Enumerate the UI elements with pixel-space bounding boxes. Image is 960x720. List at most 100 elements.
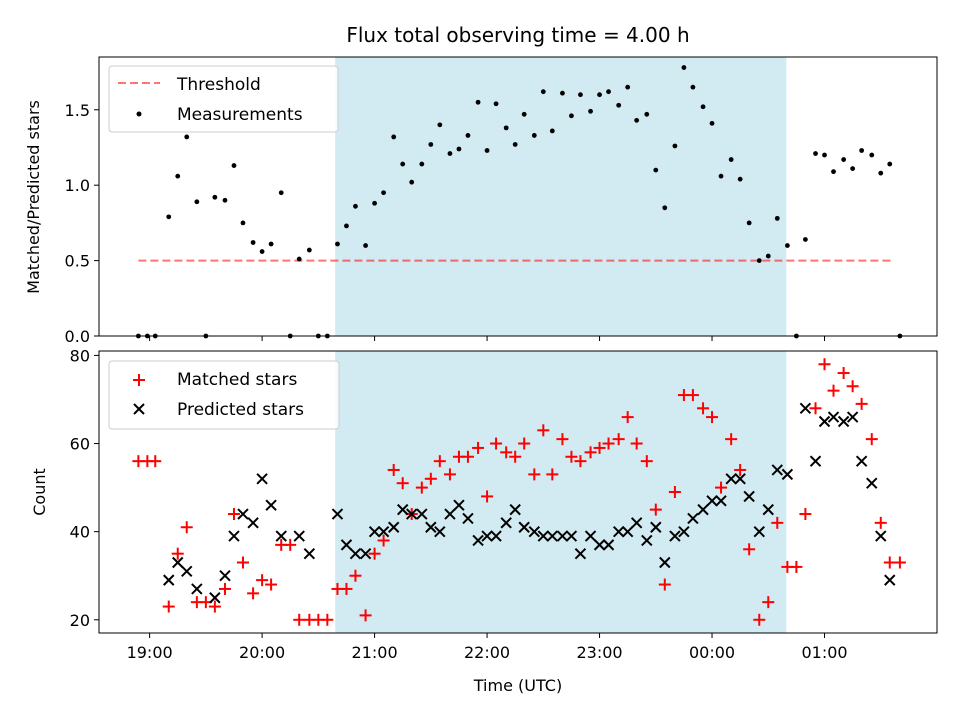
predicted-star-point: [331, 508, 344, 520]
matched-star-point: [658, 578, 671, 591]
predicted-star-point: [781, 468, 794, 481]
predicted-star-point: [846, 411, 859, 423]
x-tick-label: 22:00: [464, 643, 510, 662]
x-tick-label: 01:00: [801, 643, 847, 662]
top-y-axis-label: Matched/Predicted stars: [24, 100, 43, 294]
predicted-star-point: [866, 477, 878, 489]
matched-star-point: [149, 455, 162, 468]
predicted-star-point: [771, 464, 783, 476]
predicted-star-point: [219, 570, 231, 582]
top-x-axis: [149, 336, 826, 341]
measurement-point: [597, 92, 602, 98]
predicted-star-point: [528, 525, 541, 538]
predicted-star-point: [537, 530, 550, 542]
measurement-point: [634, 117, 640, 123]
matched-star-point: [799, 508, 812, 521]
matched-star-point: [574, 455, 587, 468]
predicted-star-point: [340, 539, 353, 551]
predicted-star-point: [500, 517, 512, 529]
matched-star-point: [649, 503, 662, 516]
matched-star-point: [686, 389, 699, 402]
matched-star-point: [725, 433, 738, 446]
measurement-point: [231, 163, 237, 168]
measurement-point: [475, 99, 481, 105]
bottom-y-axis-label: Count: [30, 468, 49, 516]
predicted-star-point: [697, 503, 709, 516]
matched-star-point: [893, 556, 906, 569]
measurement-point: [456, 146, 462, 152]
x-axis-label: Time (UTC): [473, 676, 562, 695]
matched-star-point: [837, 367, 850, 380]
matched-star-point: [818, 358, 831, 371]
predicted-star-point: [462, 512, 474, 525]
top-y-tick-label: 1.5: [65, 101, 90, 120]
measurement-point: [437, 122, 443, 128]
predicted-star-point: [762, 503, 774, 516]
matched-star-point: [697, 402, 710, 415]
measurement-point: [184, 134, 190, 140]
matched-star-point: [265, 578, 278, 591]
predicted-star-point: [237, 508, 249, 520]
measurement-point: [344, 223, 349, 229]
predicted-star-point: [303, 547, 316, 560]
measurement-point: [802, 237, 808, 242]
bottom-y-tick-label: 40: [70, 523, 90, 542]
measurement-point: [428, 142, 434, 147]
measurement-point: [560, 90, 565, 96]
bottom-y-tick-label: 80: [70, 346, 90, 365]
matched-star-point: [227, 508, 240, 521]
predicted-star-point: [349, 547, 362, 560]
legend-predicted-swatch: [133, 403, 145, 415]
measurement-points: [135, 65, 903, 339]
top-y-tick-label: 0.5: [65, 252, 90, 271]
matched-star-point: [565, 450, 578, 463]
measurement-point: [700, 104, 706, 110]
matched-star-point: [247, 587, 260, 600]
predicted-star-point: [630, 517, 643, 529]
predicted-star-point: [574, 547, 587, 560]
matched-star-point: [180, 521, 193, 534]
measurement-point: [363, 243, 368, 248]
predicted-star-point: [387, 521, 400, 533]
measurement-point: [728, 157, 734, 162]
matched-star-point: [593, 441, 606, 454]
predicted-star-point: [818, 415, 831, 428]
measurement-point: [625, 84, 631, 90]
measurement-point: [268, 241, 274, 247]
predicted-star-point: [715, 495, 727, 507]
matched-star-point: [509, 450, 522, 463]
measurement-point: [737, 176, 743, 182]
measurement-point: [887, 161, 893, 167]
predicted-star-point: [659, 556, 671, 569]
measurement-point: [493, 101, 499, 107]
measurement-point: [662, 205, 668, 211]
measurement-point: [335, 241, 340, 247]
matched-star-point: [883, 556, 896, 569]
predicted-star-point: [172, 556, 184, 569]
measurement-point: [447, 151, 453, 156]
predicted-star-point: [650, 521, 662, 533]
measurement-point: [822, 152, 827, 158]
matched-star-point: [743, 543, 756, 556]
measurement-point: [250, 240, 256, 245]
bottom-shaded-band: [335, 351, 787, 633]
bottom-axes-frame: [98, 350, 938, 634]
matched-star-point: [236, 556, 249, 569]
legend-measurements-label: Measurements: [177, 105, 303, 125]
matched-star-point: [415, 481, 428, 494]
measurement-point: [540, 89, 546, 95]
matched-star-point: [359, 609, 372, 622]
top-y-tick-label: 0.0: [65, 327, 90, 346]
measurement-point: [400, 161, 406, 167]
bottom-legend: Matched stars Predicted stars: [108, 360, 340, 430]
matched-star-point: [293, 613, 306, 626]
predicted-star-point: [584, 530, 597, 542]
measurement-point: [859, 148, 865, 153]
matched-star-point: [668, 486, 681, 498]
matched-star-point: [630, 437, 643, 450]
matched-star-point: [640, 455, 653, 468]
matched-star-point: [865, 433, 878, 446]
matched-star-point: [162, 600, 175, 613]
measurement-point: [512, 142, 518, 147]
